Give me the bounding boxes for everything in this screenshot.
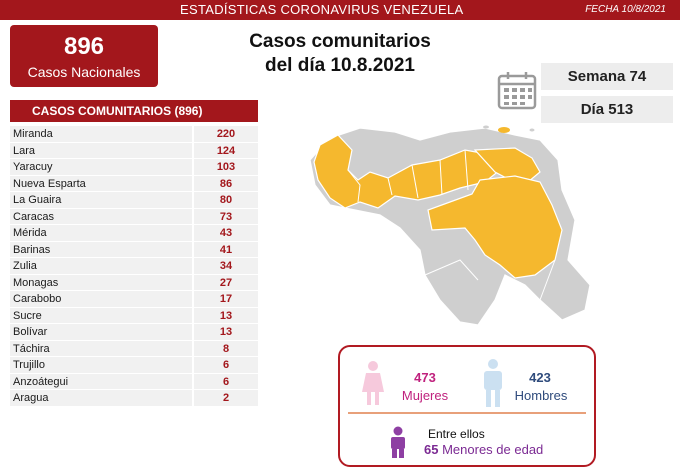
headline: Casos comunitarios del día 10.8.2021 (215, 30, 465, 78)
state-name: Trujillo (10, 357, 192, 374)
state-name: Sucre (10, 307, 192, 324)
state-name: Anzoátegui (10, 373, 192, 390)
state-value: 86 (194, 175, 258, 192)
state-name: Yaracuy (10, 159, 192, 176)
national-cases-label: Casos Nacionales (27, 64, 141, 80)
table-row: Táchira 8 (10, 340, 258, 357)
state-name: Aragua (10, 390, 192, 407)
table-row: Bolívar 13 (10, 324, 258, 341)
map-highlight-west (313, 134, 501, 209)
map-island-small (483, 125, 489, 129)
banner-title: ESTADÍSTICAS CORONAVIRUS VENEZUELA (180, 2, 464, 17)
table-row: Lara 124 (10, 142, 258, 159)
panel-divider (348, 412, 586, 414)
state-value: 73 (194, 208, 258, 225)
national-cases-box: 896 Casos Nacionales (10, 25, 158, 87)
state-value: 6 (194, 357, 258, 374)
state-value: 8 (194, 340, 258, 357)
state-name: Caracas (10, 208, 192, 225)
state-value: 13 (194, 324, 258, 341)
day-counter: Día 513 (541, 96, 673, 123)
minors-label: Menores de edad (442, 442, 544, 457)
table-row: Monagas 27 (10, 274, 258, 291)
table-row: Sucre 13 (10, 307, 258, 324)
minors-count: 65 (424, 442, 439, 457)
state-name: Bolívar (10, 324, 192, 341)
venezuela-map (309, 125, 591, 326)
female-count: 473 (414, 370, 436, 385)
state-value: 124 (194, 142, 258, 159)
state-value: 43 (194, 225, 258, 242)
state-name: Barinas (10, 241, 192, 258)
headline-line-2: del día 10.8.2021 (265, 55, 415, 76)
state-value: 34 (194, 258, 258, 275)
child-icon (391, 426, 405, 458)
map-highlight-bolivar (427, 175, 563, 279)
table-row: La Guaira 80 (10, 192, 258, 209)
minors-line: 65 Menores de edad (424, 442, 543, 457)
state-value: 220 (194, 126, 258, 143)
female-label: Mujeres (401, 388, 449, 403)
state-value: 6 (194, 373, 258, 390)
table-title: CASOS COMUNITARIOS (896) (10, 100, 258, 122)
table-row: Trujillo 6 (10, 357, 258, 374)
table-row: Aragua 2 (10, 390, 258, 407)
top-banner: ESTADÍSTICAS CORONAVIRUS VENEZUELA FECHA… (0, 0, 680, 20)
gender-panel (338, 345, 596, 467)
map-state-borders (347, 149, 556, 301)
cases-table: Miranda 220 Lara 124 Yaracuy 103 Nueva Espa… (10, 126, 258, 407)
state-name: Mérida (10, 225, 192, 242)
state-name: Táchira (10, 340, 192, 357)
map-highlight-northeast (473, 147, 541, 183)
table-row: Mérida 43 (10, 225, 258, 242)
state-name: Carabobo (10, 291, 192, 308)
table-row: Miranda 220 (10, 126, 258, 143)
male-label: Hombres (514, 388, 568, 403)
banner-date: FECHA 10/8/2021 (585, 4, 666, 15)
state-name: La Guaira (10, 192, 192, 209)
state-name: Monagas (10, 274, 192, 291)
state-value: 2 (194, 390, 258, 407)
table-row: Barinas 41 (10, 241, 258, 258)
minors-title: Entre ellos (428, 427, 485, 441)
state-value: 13 (194, 307, 258, 324)
table-row: Caracas 73 (10, 208, 258, 225)
national-cases-count: 896 (63, 33, 105, 60)
male-icon (484, 359, 502, 407)
state-name: Lara (10, 142, 192, 159)
state-value: 80 (194, 192, 258, 209)
state-value: 27 (194, 274, 258, 291)
state-name: Nueva Esparta (10, 175, 192, 192)
table-row: Yaracuy 103 (10, 159, 258, 176)
male-count: 423 (529, 370, 551, 385)
female-icon (362, 361, 384, 405)
table-row: Carabobo 17 (10, 291, 258, 308)
state-name: Zulia (10, 258, 192, 275)
map-island-margarita (498, 127, 510, 133)
state-name: Miranda (10, 126, 192, 143)
state-value: 17 (194, 291, 258, 308)
calendar-icon (497, 72, 537, 110)
map-island-small (529, 128, 535, 132)
table-row: Nueva Esparta 86 (10, 175, 258, 192)
state-value: 41 (194, 241, 258, 258)
headline-line-1: Casos comunitarios (249, 31, 431, 52)
table-row: Zulia 34 (10, 258, 258, 275)
table-row: Anzoátegui 6 (10, 373, 258, 390)
week-counter: Semana 74 (541, 63, 673, 90)
state-value: 103 (194, 159, 258, 176)
